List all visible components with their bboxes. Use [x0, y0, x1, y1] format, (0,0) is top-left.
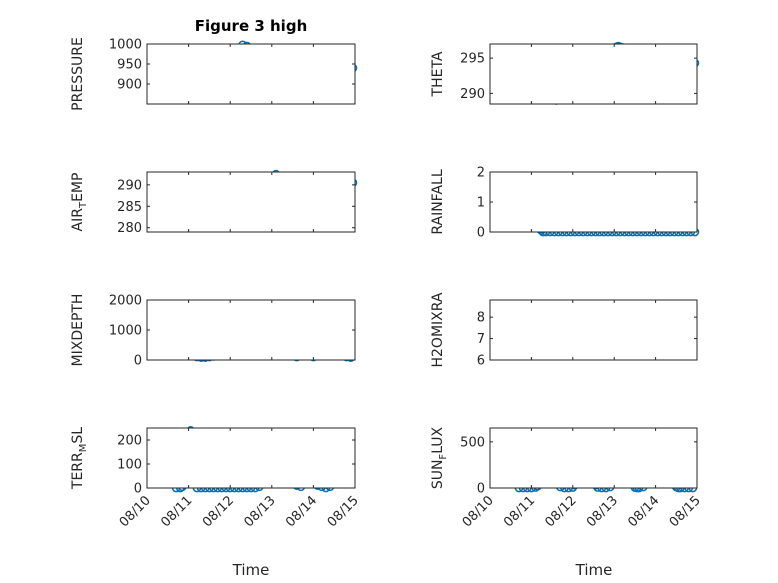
y-tick-label: 0	[477, 226, 485, 241]
y-tick-label: 0	[477, 482, 485, 497]
y-tick-label: 0	[134, 354, 142, 369]
figure-title: Figure 3 high	[195, 17, 308, 35]
x-tick-label: 08/14	[283, 493, 320, 530]
y-axis-label: MIXDEPTH	[70, 294, 86, 367]
axes-frame	[146, 43, 356, 105]
y-tick-label: 100	[117, 458, 142, 473]
y-tick-label: 0	[134, 482, 142, 497]
y-axis-label: RAINFALL	[430, 169, 446, 234]
y-axis-label-main: PRESSURE	[70, 37, 86, 111]
subplot-terr: 0 100 200 08/10 08/11 08/12 08/13 08/14 08/15 TER…	[70, 426, 362, 530]
subplot-mixdepth: 0 1000 2000 MIXDEPTH	[70, 294, 356, 369]
y-axis-label: TERRMSL	[70, 427, 89, 490]
y-axis-label-main: H2OMIXRA	[430, 292, 446, 367]
x-tick-label: 08/13	[242, 493, 279, 530]
y-axis-label: PRESSURE	[70, 37, 86, 111]
axes-frame	[489, 171, 698, 233]
x-tick-label: 08/12	[543, 493, 580, 530]
axes-frame	[146, 171, 356, 233]
y-tick-label: 290	[117, 178, 142, 193]
y-axis-label-main: AIR	[70, 208, 86, 232]
y-axis-label-main: RAINFALL	[430, 169, 446, 234]
y-axis-label-rest: SL	[70, 427, 86, 444]
y-tick-label: 7	[477, 332, 485, 347]
y-axis-label-main: THETA	[430, 51, 446, 97]
y-axis-label: AIRTEMP	[70, 173, 89, 232]
y-tick-label: 285	[117, 200, 142, 215]
y-axis-label: SUNFLUX	[430, 426, 449, 489]
y-tick-label: 280	[117, 221, 142, 236]
subplot-pressure: 900 950 1000 PRESSURE	[70, 37, 358, 111]
y-axis-label: H2OMIXRA	[430, 292, 446, 367]
x-tick-label: 08/14	[625, 493, 662, 530]
x-axis-label-right: Time	[575, 561, 613, 579]
y-axis-label: THETA	[430, 51, 446, 97]
axes-frame	[146, 299, 356, 361]
y-tick-label: 950	[117, 58, 142, 73]
subplot-h2omixra: 6 7 8 H2OMIXRA	[430, 292, 698, 369]
y-tick-label: 295	[460, 52, 485, 67]
x-axis-label-left: Time	[232, 561, 270, 579]
y-axis-label-rest: LUX	[430, 426, 446, 453]
x-tick-label: 08/11	[158, 493, 195, 530]
x-tick-label: 08/10	[117, 493, 154, 530]
y-tick-label: 200	[117, 434, 142, 449]
subplot-sun: 0 500 08/10 08/11 08/12 08/13 08/14 08/15 SUNFLU…	[430, 426, 704, 530]
axes-frame	[146, 427, 356, 489]
y-tick-label: 6	[477, 354, 485, 369]
subplot-air: 280 285 290 AIRTEMP	[70, 169, 358, 236]
x-tick-label: 08/10	[460, 493, 497, 530]
y-tick-label: 1000	[109, 38, 142, 53]
y-axis-label-main: SUN	[430, 460, 446, 490]
x-tick-label: 08/15	[325, 493, 362, 530]
y-axis-label-rest: EMP	[70, 173, 86, 202]
y-tick-label: 8	[477, 311, 485, 326]
y-axis-label-main: TERR	[70, 452, 86, 490]
y-tick-label: 900	[117, 78, 142, 93]
y-axis-label-subscript: T	[78, 201, 89, 209]
axes-frame	[489, 427, 698, 489]
y-tick-label: 290	[460, 87, 485, 102]
y-tick-label: 2000	[109, 294, 142, 309]
x-tick-label: 08/11	[501, 493, 538, 530]
subplot-rainfall: 0 1 2 RAINFALL	[430, 166, 700, 241]
y-axis-label-subscript: M	[78, 444, 89, 453]
y-tick-label: 1000	[109, 324, 142, 339]
x-tick-label: 08/13	[584, 493, 621, 530]
y-tick-label: 1	[477, 196, 485, 211]
subplot-theta: 290 295 THETA	[430, 41, 700, 105]
y-axis-label-main: MIXDEPTH	[70, 294, 86, 367]
x-tick-label: 08/12	[200, 493, 237, 530]
y-tick-label: 500	[460, 435, 485, 450]
axes-frame	[489, 43, 698, 105]
axes-frame	[489, 299, 698, 361]
y-axis-label-subscript: F	[438, 454, 449, 460]
y-tick-label: 2	[477, 166, 485, 181]
x-tick-label: 08/15	[667, 493, 704, 530]
